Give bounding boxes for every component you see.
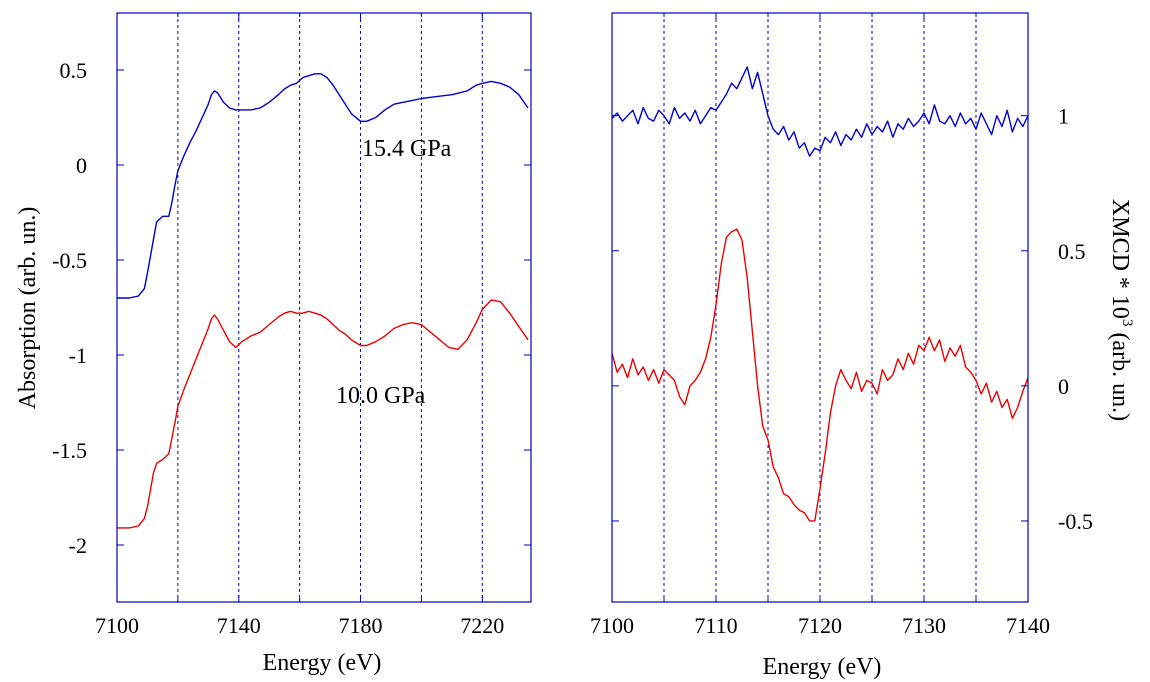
xmcd-x-tick-label: 7120 bbox=[798, 613, 842, 638]
xmcd-series-group bbox=[611, 66, 1029, 522]
absorption-series-group bbox=[117, 73, 529, 529]
absorption-x-axis-title: Energy (eV) bbox=[263, 650, 382, 676]
absorption-x-tick-label: 7100 bbox=[95, 613, 139, 638]
absorption-y-tick-label: -1 bbox=[69, 343, 87, 368]
xmcd-x-axis-title: Energy (eV) bbox=[763, 654, 882, 680]
xmcd-y-tick-label: 0 bbox=[1058, 374, 1069, 399]
xmcd-y-tick-label: 1 bbox=[1058, 104, 1069, 129]
absorption-y-tick-label: -2 bbox=[69, 533, 87, 558]
absorption-y-tick-labels: 0.5 0 -0.5 -1 -1.5 -2 bbox=[52, 58, 87, 558]
xmcd-x-tick-label: 7130 bbox=[902, 613, 946, 638]
xmcd-x-tick-label: 7110 bbox=[694, 613, 737, 638]
absorption-plot-frame bbox=[116, 12, 532, 603]
xmcd-grid bbox=[663, 13, 977, 602]
xmcd-y-axis-title: XMCD * 103 (arb. un.) bbox=[1107, 199, 1135, 421]
absorption-series-line-0 bbox=[117, 73, 529, 299]
xmcd-y-axis-title-main: XMCD * 10 bbox=[1107, 199, 1133, 319]
xmcd-y-axis-title-suffix: (arb. un.) bbox=[1107, 326, 1133, 421]
absorption-y-tick-label: 0.5 bbox=[60, 58, 88, 83]
xmcd-ticks bbox=[611, 13, 1029, 602]
absorption-ticks bbox=[116, 13, 531, 602]
absorption-x-tick-labels: 7100 7140 7180 7220 bbox=[95, 613, 504, 638]
absorption-chart: 7100 7140 7180 7220 0.5 0 -0.5 -1 -1.5 -2 Energy… bbox=[15, 12, 532, 676]
absorption-y-tick-label: -0.5 bbox=[52, 248, 87, 273]
xmcd-series-line-1 bbox=[611, 228, 1029, 522]
annotation-10-0-gpa: 10.0 GPa bbox=[336, 383, 426, 409]
absorption-x-tick-label: 7220 bbox=[460, 613, 504, 638]
xmcd-x-tick-label: 7100 bbox=[590, 613, 634, 638]
xmcd-y-axis-title-superscript: 3 bbox=[1119, 319, 1135, 327]
annotation-15-4-gpa: 15.4 GPa bbox=[362, 136, 452, 162]
xmcd-series-line-0 bbox=[611, 66, 1029, 157]
xmcd-x-tick-label: 7140 bbox=[1006, 613, 1050, 638]
absorption-series-line-1 bbox=[117, 299, 529, 529]
xmcd-y-tick-label: 0.5 bbox=[1058, 239, 1086, 264]
absorption-y-axis-title: Absorption (arb. un.) bbox=[15, 207, 41, 410]
xmcd-x-tick-labels: 7100 7110 7120 7130 7140 bbox=[590, 613, 1050, 638]
xmcd-y-tick-labels: 1 0.5 0 -0.5 bbox=[1058, 104, 1093, 534]
absorption-x-tick-label: 7180 bbox=[339, 613, 383, 638]
absorption-y-tick-label: 0 bbox=[76, 153, 87, 178]
absorption-x-tick-label: 7140 bbox=[217, 613, 261, 638]
xmcd-y-tick-label: -0.5 bbox=[1058, 509, 1093, 534]
absorption-grid bbox=[177, 13, 483, 602]
xmcd-chart: 7100 7110 7120 7130 7140 1 0.5 0 -0.5 Energy (e… bbox=[590, 12, 1135, 680]
absorption-y-tick-label: -1.5 bbox=[52, 438, 87, 463]
